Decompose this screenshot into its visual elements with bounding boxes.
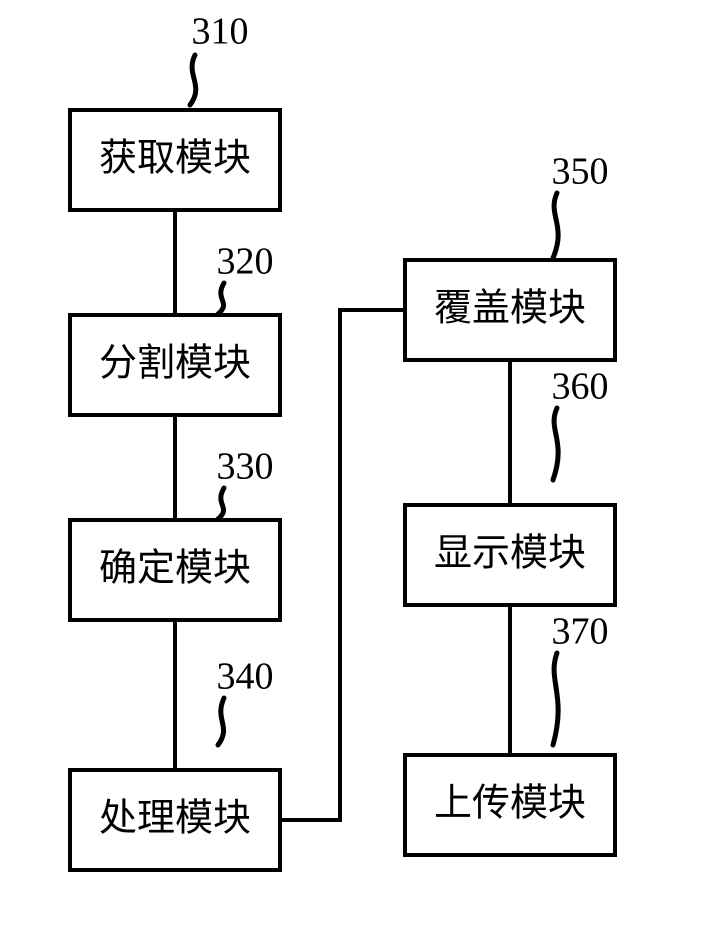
leader-squiggle-n340 (218, 698, 224, 745)
node-text-n310: 获取模块 (99, 138, 251, 180)
node-text-n370: 上传模块 (434, 783, 586, 825)
ref-number-n360: 360 (552, 366, 609, 408)
flowchart-diagram: 获取模块分割模块确定模块处理模块 覆盖模块显示模块上传模块 310 320 330 34… (0, 0, 710, 945)
node-n370: 上传模块 (405, 755, 615, 855)
node-text-n320: 分割模块 (99, 343, 251, 385)
node-text-n340: 处理模块 (99, 798, 251, 840)
edge-n340-n350 (280, 310, 405, 820)
node-text-n350: 覆盖模块 (434, 288, 586, 330)
ref-number-n310: 310 (192, 11, 249, 53)
node-n350: 覆盖模块 (405, 260, 615, 360)
leader-squiggle-n350 (553, 193, 558, 258)
leader-squiggle-n310 (190, 55, 196, 105)
ref-number-n320: 320 (217, 241, 274, 283)
leader-squiggle-n370 (553, 653, 558, 745)
node-text-n330: 确定模块 (99, 548, 251, 590)
leader-squiggle-n360 (553, 408, 558, 480)
leader-squiggle-n330 (218, 488, 224, 519)
ref-number-n350: 350 (552, 151, 609, 193)
node-text-n360: 显示模块 (434, 533, 586, 575)
node-n320: 分割模块 (70, 315, 280, 415)
node-n330: 确定模块 (70, 520, 280, 620)
node-n340: 处理模块 (70, 770, 280, 870)
ref-number-n370: 370 (552, 611, 609, 653)
ref-number-n330: 330 (217, 446, 274, 488)
ref-number-n340: 340 (217, 656, 274, 698)
leader-squiggle-n320 (218, 283, 224, 314)
node-n360: 显示模块 (405, 505, 615, 605)
node-n310: 获取模块 (70, 110, 280, 210)
